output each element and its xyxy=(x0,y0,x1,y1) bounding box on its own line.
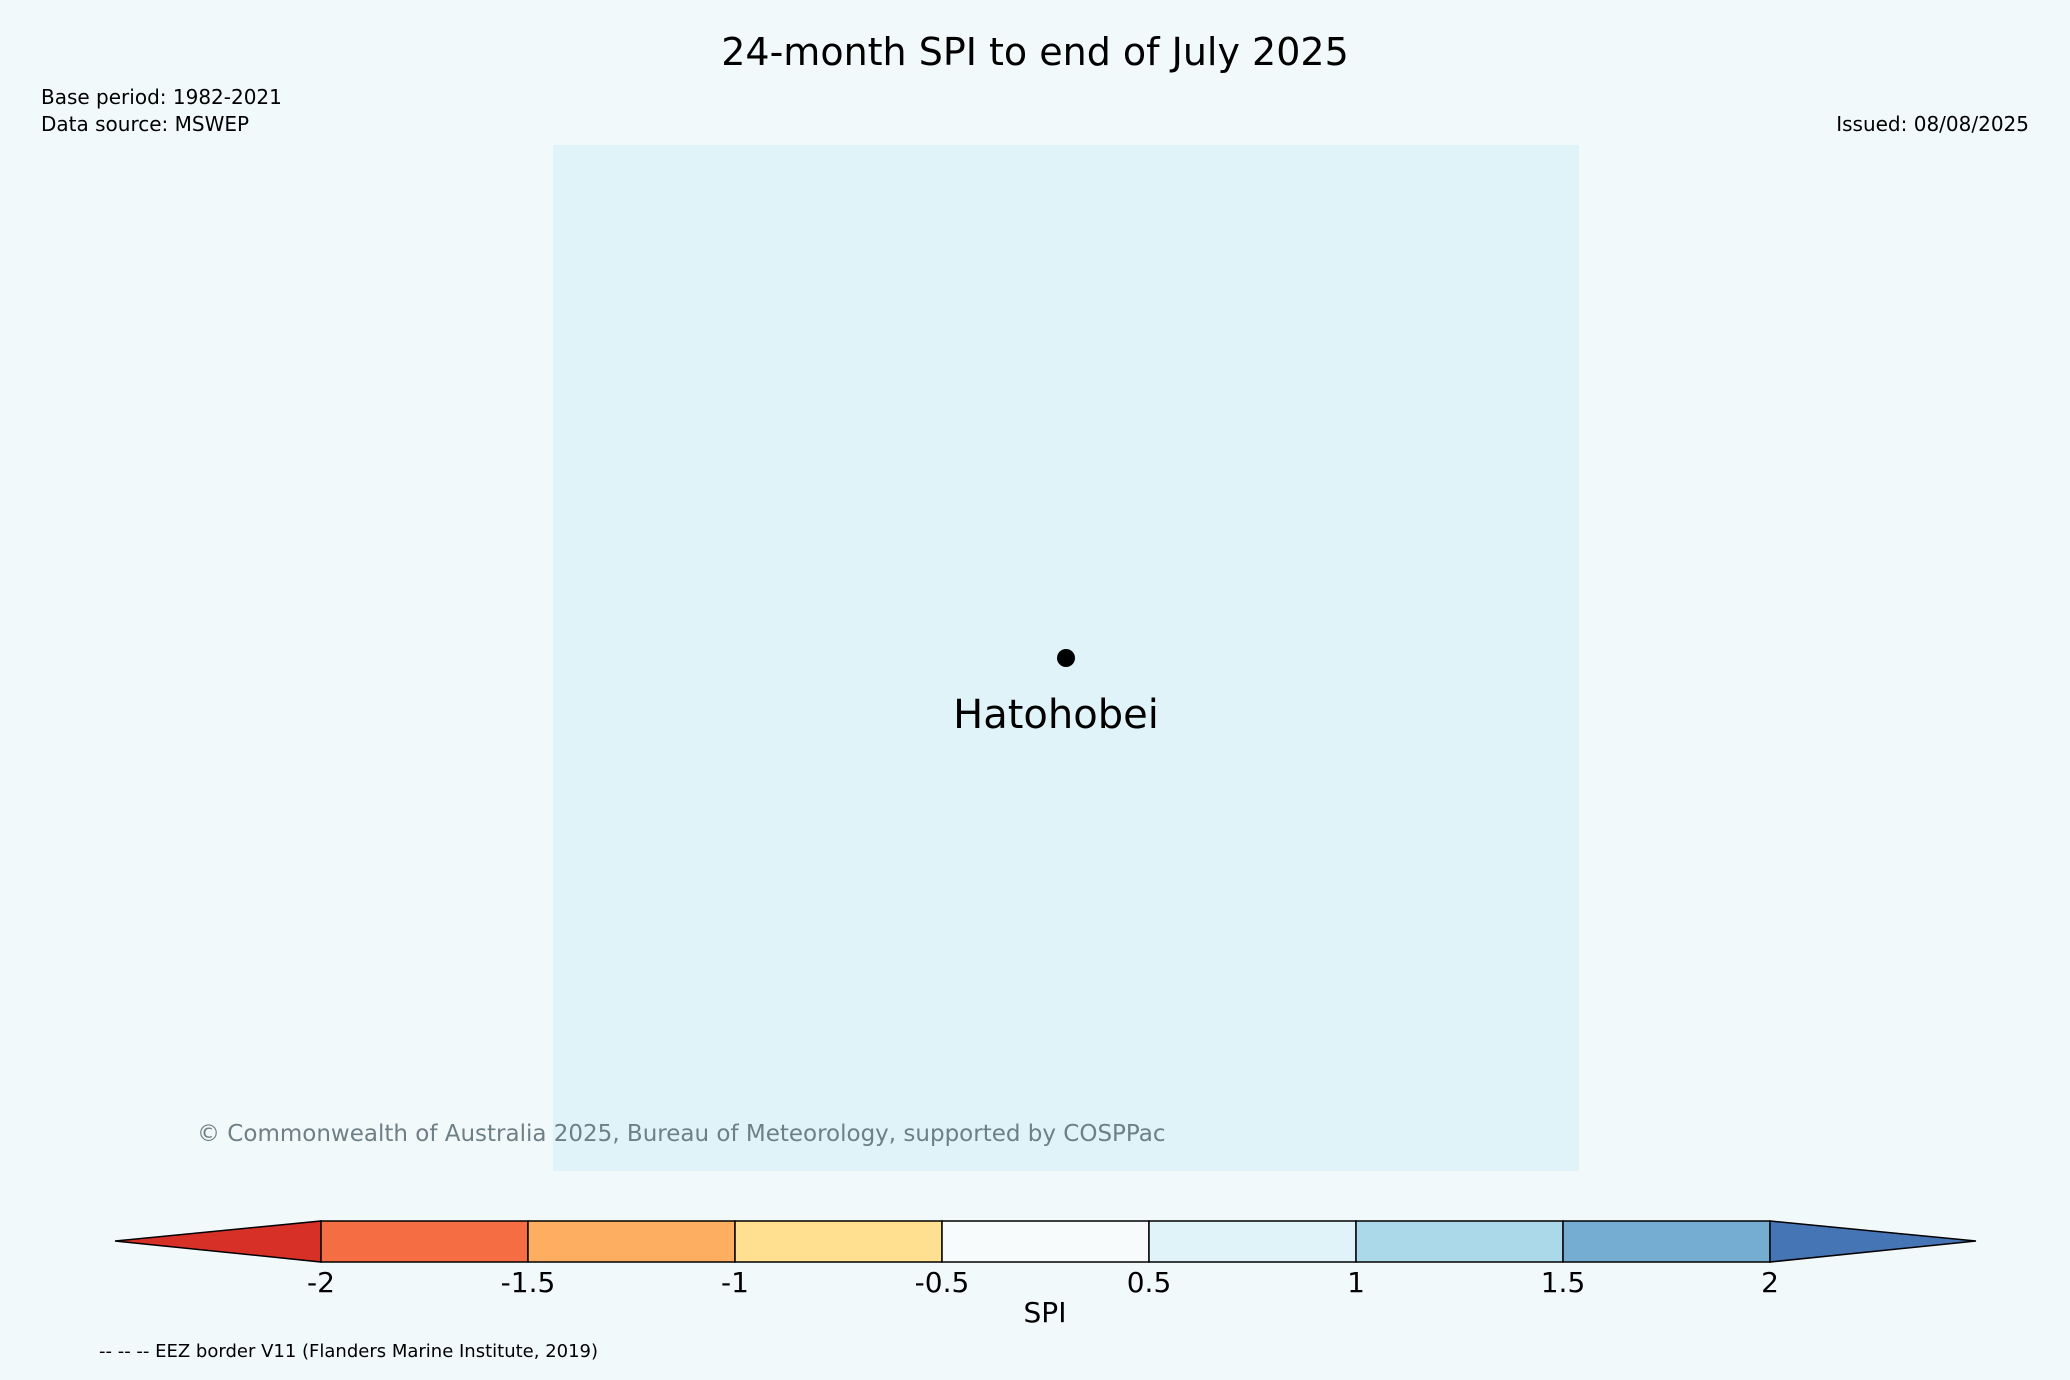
colorbar-above-max-triangle xyxy=(1769,1220,1977,1263)
colorbar-tick-label: 0.5 xyxy=(1127,1266,1172,1299)
colorbar-below-min-triangle xyxy=(114,1220,322,1263)
eez-border-note: -- -- -- EEZ border V11 (Flanders Marine… xyxy=(99,1341,599,1362)
colorbar-tick-label: 2 xyxy=(1761,1266,1779,1299)
colorbar-axis-label: SPI xyxy=(1024,1296,1067,1329)
colorbar-bin-2 xyxy=(734,1220,943,1263)
colorbar-bin-6 xyxy=(1562,1220,1771,1263)
base-period-label: Base period: 1982-2021 xyxy=(41,85,282,109)
colorbar-bin-5 xyxy=(1355,1220,1564,1263)
colorbar-bin-1 xyxy=(527,1220,736,1263)
colorbar-tick-label: -1 xyxy=(721,1266,749,1299)
colorbar-tick-label: 1 xyxy=(1347,1266,1365,1299)
issued-date-label: Issued: 08/08/2025 xyxy=(1836,112,2029,136)
colorbar-tick-label: -1.5 xyxy=(501,1266,556,1299)
colorbar-tick-label: -2 xyxy=(307,1266,335,1299)
station-label: Hatohobei xyxy=(953,692,1159,738)
spi-colorbar-legend: -2 -1.5 -1 -0.5 0.5 1 1.5 2 SPI xyxy=(114,1220,1977,1329)
colorbar-tick-label: -0.5 xyxy=(915,1266,970,1299)
data-source-label: Data source: MSWEP xyxy=(41,112,250,136)
station-marker xyxy=(1057,649,1075,667)
colorbar-bin-0 xyxy=(320,1220,529,1263)
copyright-notice: © Commonwealth of Australia 2025, Bureau… xyxy=(197,1121,1166,1147)
map-title: 24-month SPI to end of July 2025 xyxy=(721,30,1349,74)
colorbar-bin-4 xyxy=(1148,1220,1357,1263)
colorbar-bin-3 xyxy=(941,1220,1150,1263)
colorbar-tick-label: 1.5 xyxy=(1541,1266,1586,1299)
